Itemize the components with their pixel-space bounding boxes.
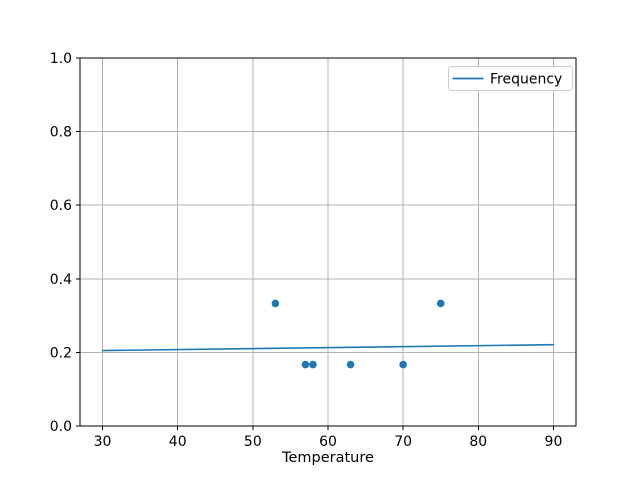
- scatter-point: [436, 299, 445, 308]
- y-tick-label: 0.2: [50, 345, 72, 361]
- y-axis: 0.0 0.2 0.4 0.6 0.8 1.0: [50, 51, 80, 435]
- x-tick-label: 80: [469, 434, 487, 450]
- y-tick-label: 0.6: [50, 198, 72, 214]
- legend: Frequency: [448, 66, 573, 91]
- scatter-point: [346, 360, 355, 369]
- x-tick-label: 30: [94, 434, 112, 450]
- x-tick-label: 60: [319, 434, 337, 450]
- legend-box: [448, 66, 573, 91]
- y-tick-label: 0.8: [50, 125, 72, 141]
- x-tick-label: 90: [545, 434, 563, 450]
- scatter-point: [301, 360, 310, 369]
- y-tick-label: 0.4: [50, 272, 72, 288]
- legend-label: Frequency: [490, 72, 562, 88]
- scatter-point: [271, 299, 280, 308]
- x-axis-label: Temperature: [281, 450, 374, 466]
- x-tick-label: 50: [244, 434, 262, 450]
- y-tick-label: 0.0: [50, 419, 72, 435]
- gridlines: [80, 57, 576, 427]
- scatter-point: [309, 360, 317, 369]
- frequency-line: [101, 343, 555, 352]
- x-axis: 30 40 50 60 70 80 90: [94, 426, 563, 450]
- y-tick-label: 1.0: [50, 51, 72, 67]
- scatter-point: [399, 360, 407, 369]
- plot-series: [101, 299, 555, 369]
- x-tick-label: 70: [394, 434, 412, 450]
- x-tick-label: 40: [169, 434, 187, 450]
